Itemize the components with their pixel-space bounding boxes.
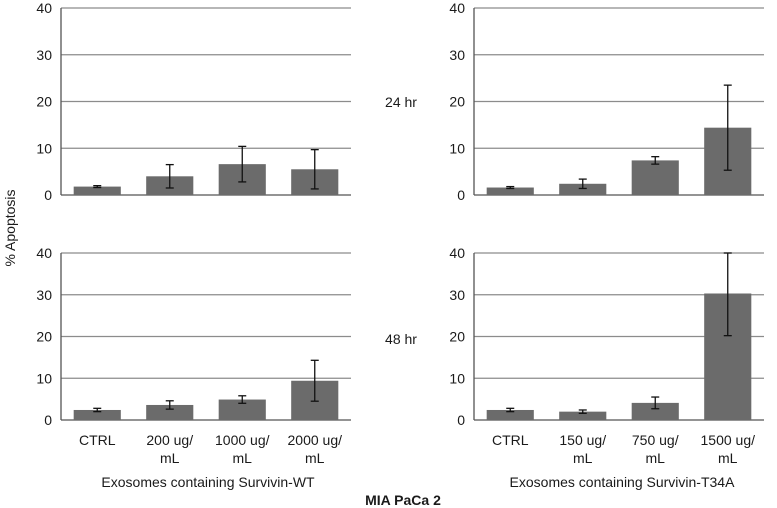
error-bar-3 — [238, 145, 247, 183]
x-tick-label: 2000 ug/mL — [288, 432, 343, 466]
y-tick-label: 20 — [36, 94, 52, 110]
y-tick-label: 30 — [449, 287, 465, 303]
bar-3 — [631, 160, 679, 195]
error-bar-4 — [310, 149, 319, 190]
error-bar-2 — [165, 400, 174, 410]
y-tick-label: 40 — [36, 0, 52, 16]
y-axis-label: % Apoptosis — [2, 189, 18, 266]
bar-2 — [559, 411, 607, 420]
bar-1 — [73, 409, 121, 420]
y-tick-label: 40 — [449, 0, 465, 16]
error-bar-3 — [651, 396, 660, 410]
x-axis-label-survivin-wt: Exosomes containing Survivin-WT — [101, 474, 315, 490]
bar-1 — [486, 409, 534, 420]
y-tick-label: 40 — [36, 245, 52, 261]
panel-48hr-survivin-t34a: 0 10 20 30 40 CTRL 150 ug/mL 750 ug/mL 1500 ug/m… — [449, 245, 764, 466]
error-bar-1 — [506, 185, 515, 190]
bar-2 — [146, 404, 194, 420]
y-tick-label: 30 — [36, 287, 52, 303]
error-bar-4 — [723, 84, 732, 171]
error-bar-2 — [578, 409, 587, 414]
error-bar-1 — [93, 407, 102, 413]
error-bar-3 — [651, 156, 660, 165]
x-tick-label: CTRL — [492, 432, 529, 448]
error-bar-4 — [723, 252, 732, 337]
error-bar-4 — [310, 359, 319, 402]
x-axis-label-survivin-t34a: Exosomes containing Survivin-T34A — [510, 474, 736, 490]
y-tick-label: 10 — [36, 370, 52, 386]
error-bar-2 — [165, 163, 174, 189]
error-bar-2 — [578, 178, 587, 190]
y-tick-label: 20 — [449, 329, 465, 345]
panel-24hr-survivin-t34a: 0 10 20 30 40 — [449, 0, 764, 203]
cell-line-label: MIA PaCa 2 — [365, 492, 441, 508]
bar-2 — [559, 183, 607, 195]
bar-3 — [218, 399, 266, 420]
bar-1 — [486, 187, 534, 195]
error-bar-3 — [238, 395, 247, 404]
panel-48hr-survivin-wt: 0 10 20 30 40 CTRL 200 ug/mL 1000 ug/mL 2000 ug/… — [36, 245, 351, 466]
error-bar-1 — [93, 184, 102, 189]
y-tick-label: 30 — [36, 47, 52, 63]
y-tick-label: 0 — [44, 187, 52, 203]
row-label-24hr: 24 hr — [385, 94, 417, 110]
x-tick-label: 1500 ug/mL — [701, 432, 756, 466]
x-tick-label: 750 ug/mL — [632, 432, 679, 466]
y-tick-label: 20 — [449, 94, 465, 110]
y-tick-label: 0 — [44, 412, 52, 428]
x-tick-label: 200 ug/mL — [146, 432, 193, 466]
bar-1 — [73, 186, 121, 195]
panel-24hr-survivin-wt: 0 10 20 30 40 — [36, 0, 351, 203]
error-bar-1 — [506, 407, 515, 413]
y-tick-label: 10 — [449, 140, 465, 156]
x-tick-label: 1000 ug/mL — [215, 432, 270, 466]
x-tick-label: CTRL — [79, 432, 116, 448]
row-label-48hr: 48 hr — [385, 331, 417, 347]
y-tick-label: 0 — [457, 412, 465, 428]
y-tick-label: 20 — [36, 329, 52, 345]
x-tick-label: 150 ug/mL — [559, 432, 606, 466]
bar-3 — [631, 402, 679, 420]
y-tick-label: 10 — [449, 370, 465, 386]
y-tick-label: 40 — [449, 245, 465, 261]
y-tick-label: 30 — [449, 47, 465, 63]
y-tick-label: 10 — [36, 140, 52, 156]
y-tick-label: 0 — [457, 187, 465, 203]
